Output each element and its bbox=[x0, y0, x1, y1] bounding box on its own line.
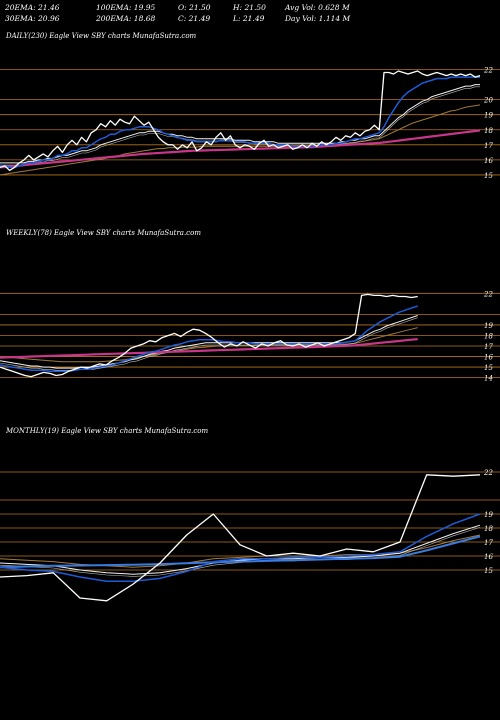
monthly-series-ema-mid bbox=[0, 524, 481, 575]
monthly-series-ema-long-blue bbox=[0, 535, 481, 569]
monthly-ytick-17: 17 bbox=[484, 539, 493, 547]
header-close: C: 21.49 bbox=[178, 14, 211, 23]
header-avg-vol: Avg Vol: 0.628 M bbox=[285, 3, 350, 12]
daily-series-ema-fast bbox=[0, 76, 480, 169]
daily-ytick-20: 20 bbox=[483, 97, 493, 105]
daily-ytick-19: 19 bbox=[484, 112, 493, 120]
weekly-chart-title: WEEKLY(78) Eagle View SBY charts MunafaS… bbox=[6, 229, 201, 237]
daily-series-ema-mid bbox=[0, 84, 480, 164]
header-20ema: 20EMA: 21.46 bbox=[5, 3, 60, 12]
daily-series-ema-long bbox=[0, 129, 481, 169]
weekly-ytick-22: 22 bbox=[483, 290, 493, 298]
weekly-series-ema-mid bbox=[0, 315, 418, 369]
monthly-chart-title: MONTHLY(19) Eagle View SBY charts Munafa… bbox=[6, 427, 209, 435]
header-day-vol: Day Vol: 1.114 M bbox=[285, 14, 351, 23]
weekly-ytick-14: 14 bbox=[484, 375, 493, 383]
daily-ytick-22: 22 bbox=[483, 67, 493, 75]
daily-series-ema-mid-band bbox=[0, 86, 480, 166]
weekly-series-price bbox=[0, 293, 418, 378]
header-high: H: 21.50 bbox=[233, 3, 266, 12]
daily-ytick-16: 16 bbox=[484, 157, 493, 165]
header-200ema: 200EMA: 18.68 bbox=[96, 14, 156, 23]
monthly-ytick-18: 18 bbox=[484, 525, 493, 533]
monthly-ytick-15: 15 bbox=[484, 567, 493, 575]
weekly-series-ema-mid-band bbox=[0, 317, 418, 371]
weekly-series-ema-long bbox=[0, 338, 418, 359]
weekly-ytick-19: 19 bbox=[484, 322, 493, 330]
daily-chart-title: DAILY(230) Eagle View SBY charts MunafaS… bbox=[6, 32, 197, 40]
weekly-ytick-16: 16 bbox=[484, 354, 493, 362]
monthly-ytick-16: 16 bbox=[484, 553, 493, 561]
header-100ema: 100EMA: 19.95 bbox=[96, 3, 156, 12]
daily-ytick-18: 18 bbox=[484, 127, 493, 135]
daily-series-ema-slow bbox=[0, 104, 481, 176]
monthly-series-price bbox=[0, 474, 481, 602]
weekly-ytick-15: 15 bbox=[484, 364, 493, 372]
weekly-ytick-18: 18 bbox=[484, 332, 493, 340]
monthly-ytick-19: 19 bbox=[484, 511, 493, 519]
daily-ytick-17: 17 bbox=[484, 142, 493, 150]
weekly-ytick-17: 17 bbox=[484, 343, 493, 351]
daily-series-price bbox=[0, 70, 481, 172]
monthly-series-ema-fast bbox=[0, 513, 481, 582]
monthly-ytick-22: 22 bbox=[483, 469, 493, 477]
header-low: L: 21.49 bbox=[233, 14, 265, 23]
header-open: O: 21.50 bbox=[178, 3, 211, 12]
daily-ytick-15: 15 bbox=[484, 172, 493, 180]
header-30ema: 30EMA: 20.96 bbox=[5, 14, 60, 23]
